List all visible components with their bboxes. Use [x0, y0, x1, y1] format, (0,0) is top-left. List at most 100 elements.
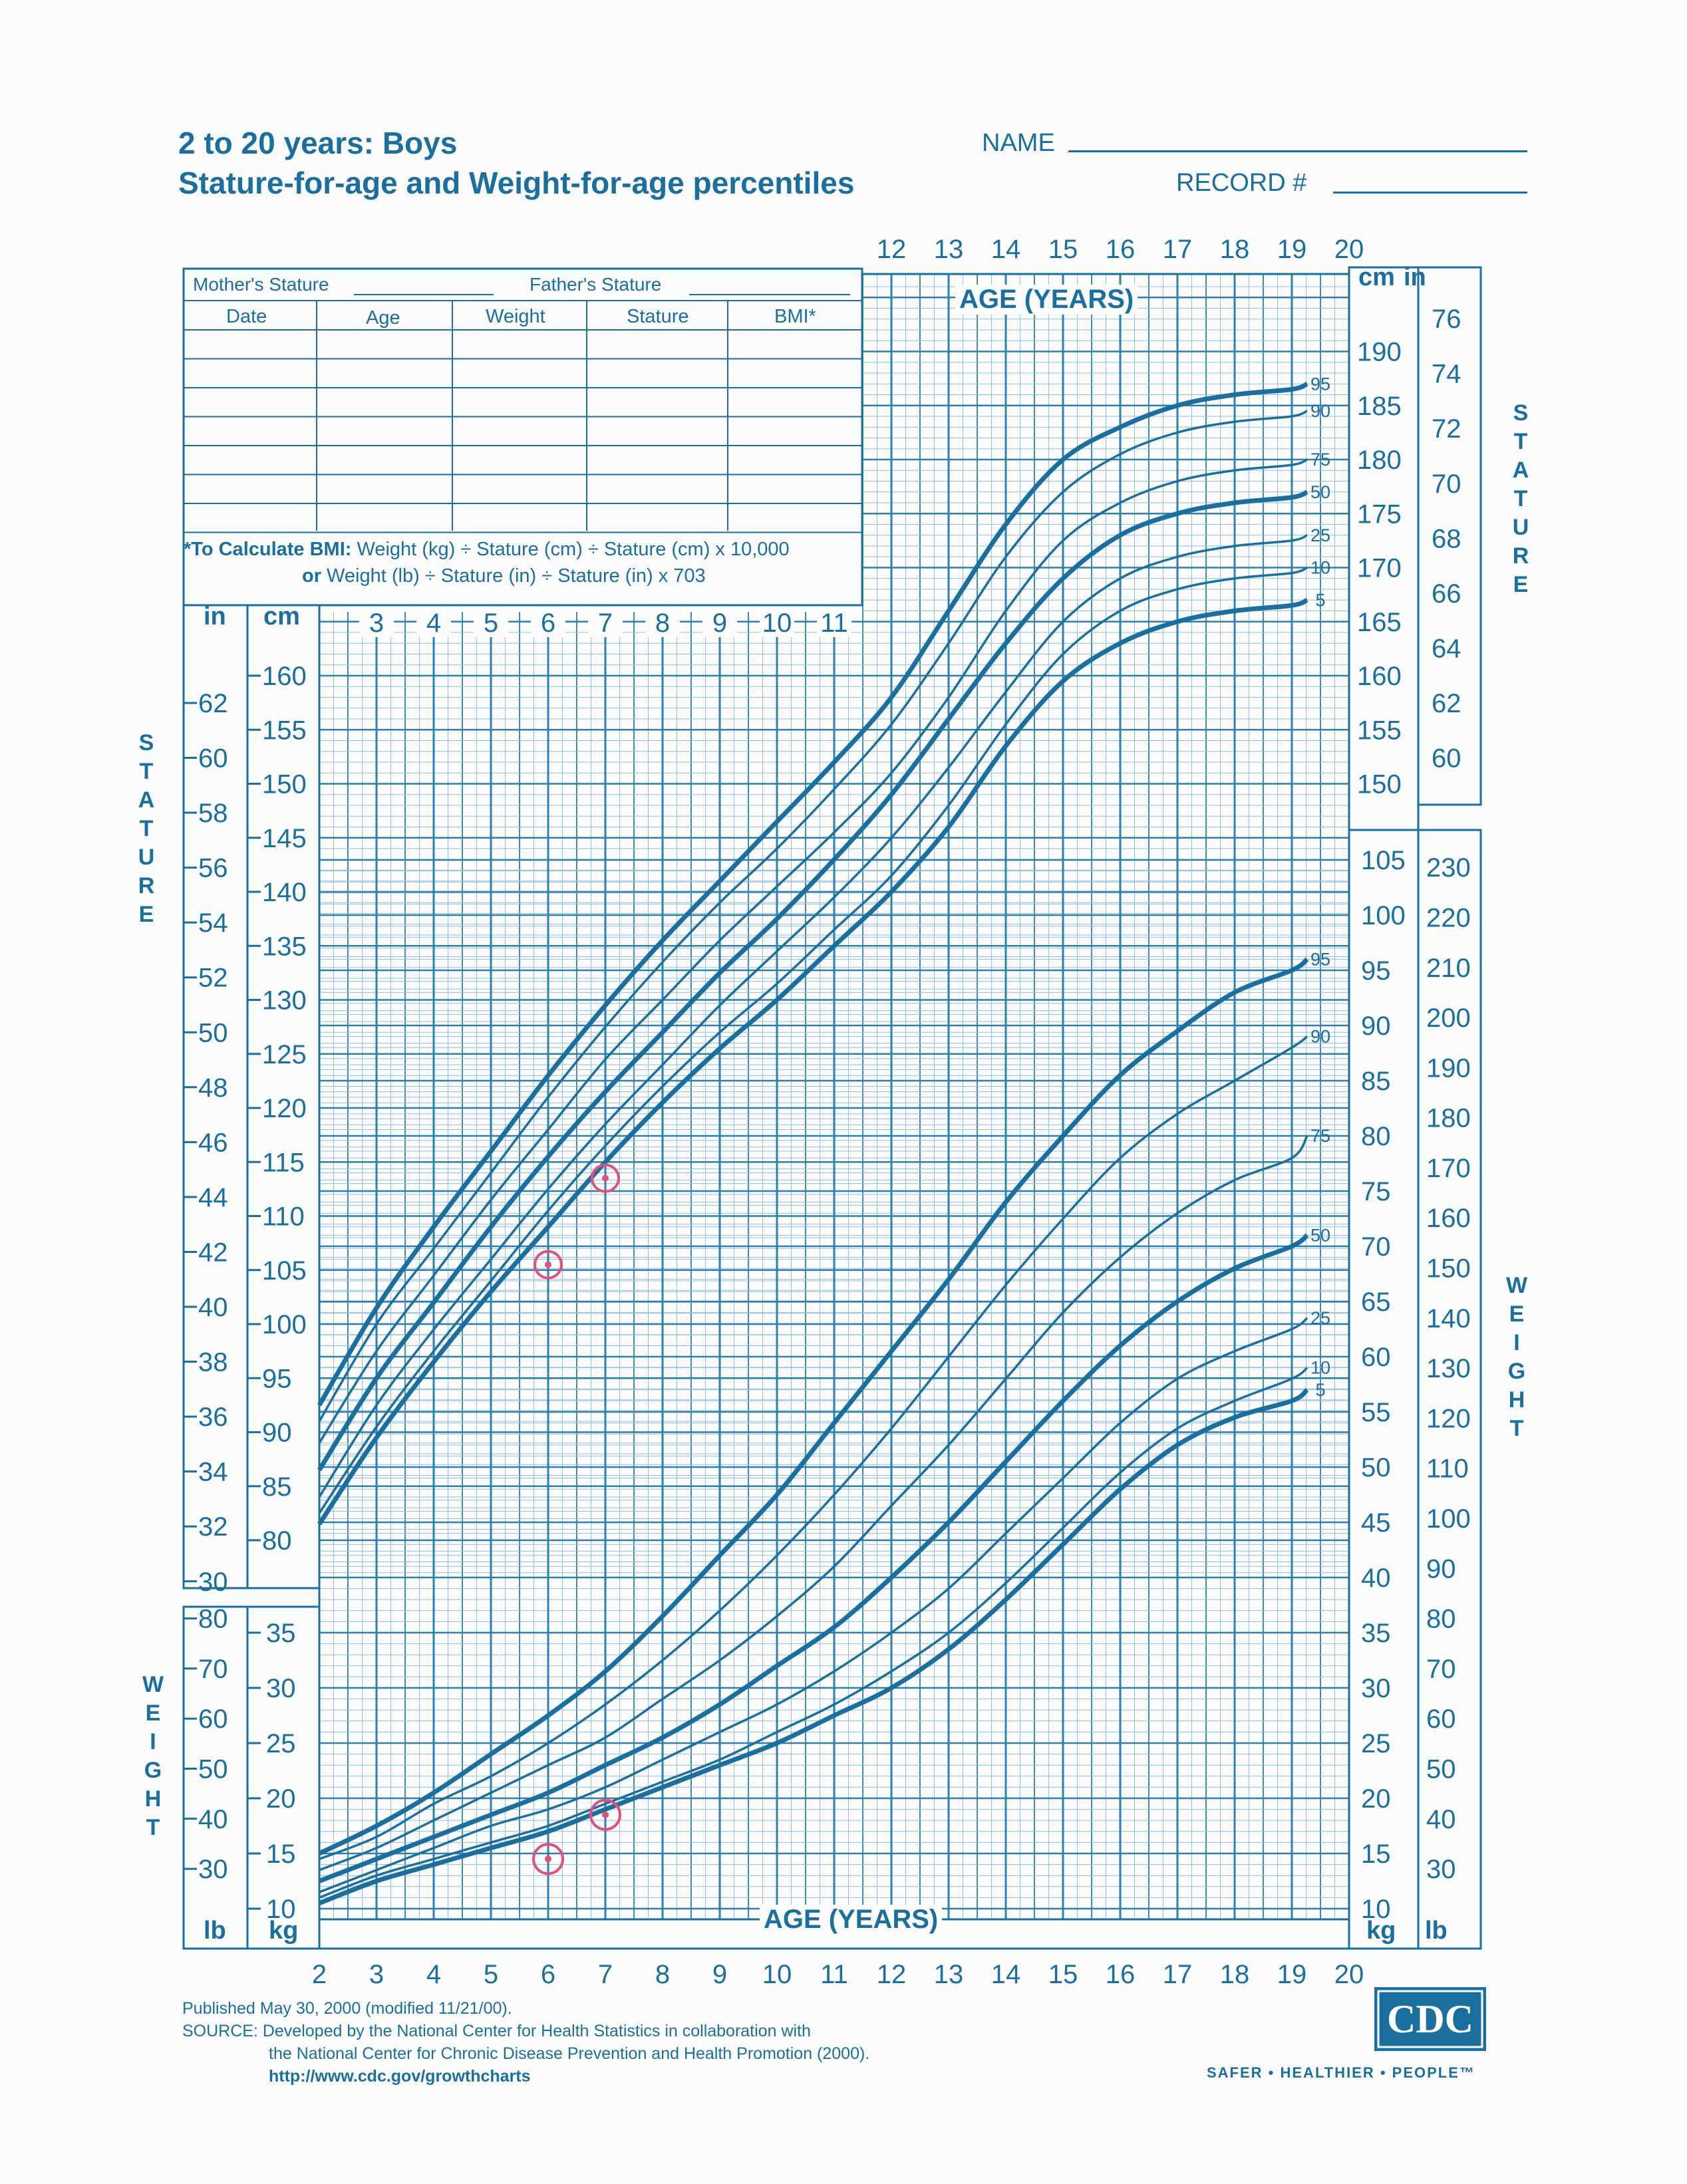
weight-lb-tick-left: 60	[198, 1705, 228, 1734]
weight-lb-tick-right: 50	[1426, 1755, 1456, 1784]
age-tick-mid: 11	[820, 609, 848, 638]
stature-in-tick-right: 70	[1432, 470, 1461, 499]
weight-lb-tick-right: 70	[1426, 1655, 1456, 1684]
source-url-link[interactable]: http://www.cdc.gov/growthcharts	[269, 2067, 531, 2086]
age-tick-mid: 3	[369, 609, 384, 638]
cdc-logo-graphic: CDC	[1374, 1987, 1486, 2051]
fathers-stature-field[interactable]	[689, 294, 850, 295]
record-field[interactable]	[1333, 192, 1527, 194]
stature-curve-p95	[317, 381, 1308, 1407]
mothers-stature-label: Mother's Stature	[193, 274, 329, 295]
left-cm-column	[246, 603, 321, 1589]
stature-curve-p90	[318, 410, 1308, 1423]
age-tick-mid: 6	[541, 609, 555, 638]
weight-curve-p75	[319, 1135, 1308, 1871]
age-tick-bottom: 10	[762, 1960, 792, 1989]
stature-in-tick-left: 54	[198, 908, 228, 938]
stature-cm-tick-right: 185	[1357, 392, 1402, 421]
mothers-stature-field[interactable]	[354, 294, 494, 295]
age-tick-top: 19	[1277, 235, 1307, 264]
weight-lb-tick-right: 60	[1426, 1705, 1456, 1734]
stature-cm-tick-left: 130	[262, 986, 307, 1016]
fathers-stature-label: Father's Stature	[530, 274, 662, 295]
weight-kg-tick-right: 70	[1361, 1232, 1391, 1262]
stature-cm-tick-right: 150	[1357, 770, 1402, 799]
weight-lb-tick-left: 80	[198, 1605, 228, 1634]
weight-lb-tick-right: 120	[1426, 1404, 1471, 1433]
weight-kg-tick-right: 50	[1361, 1453, 1391, 1482]
age-tick-top: 15	[1048, 235, 1078, 264]
name-field[interactable]	[1068, 150, 1527, 152]
weight-lb-tick-right: 220	[1426, 903, 1471, 932]
kg-unit-right: kg	[1366, 1917, 1396, 1945]
weight-label-p25: 25	[1310, 1308, 1330, 1328]
weight-lb-tick-right: 40	[1426, 1805, 1456, 1834]
stature-cm-tick-left: 120	[262, 1094, 307, 1123]
stature-cm-tick-right: 175	[1357, 499, 1402, 529]
age-tick-mid: 8	[655, 609, 670, 638]
weight-kg-tick-right: 95	[1361, 956, 1391, 986]
weight-label-p95: 95	[1310, 949, 1330, 969]
stature-in-tick-left: 46	[198, 1128, 228, 1157]
stature-measurement-dot	[545, 1261, 551, 1268]
age-tick-bottom: 17	[1163, 1960, 1193, 1989]
stature-in-tick-left: 42	[198, 1238, 228, 1267]
weight-lb-tick-right: 110	[1426, 1454, 1469, 1484]
weight-lb-tick-right: 170	[1426, 1154, 1471, 1183]
weight-curve-p50	[318, 1233, 1309, 1883]
stature-in-tick-right: 74	[1432, 360, 1461, 389]
weight-lb-tick-left: 70	[198, 1655, 228, 1684]
weight-kg-tick-right: 80	[1361, 1122, 1391, 1151]
weight-lb-tick-left: 50	[198, 1755, 228, 1784]
weight-kg-tick-right: 20	[1361, 1784, 1391, 1814]
record-form[interactable]	[182, 267, 863, 607]
weight-lb-tick-right: 160	[1426, 1204, 1471, 1233]
weight-kg-tick-right: 65	[1361, 1288, 1391, 1317]
age-tick-bottom: 14	[991, 1960, 1021, 1989]
stature-in-tick-left: 48	[198, 1073, 228, 1103]
stature-in-tick-left: 38	[198, 1348, 228, 1377]
right-kg-column	[1348, 829, 1420, 1950]
lb-unit-left: lb	[204, 1917, 226, 1945]
weight-curve-p25	[319, 1317, 1308, 1893]
stature-label-p25: 25	[1310, 525, 1330, 545]
weight-kg-tick-right: 100	[1361, 901, 1406, 930]
age-axis-title-top: AGE (YEARS)	[955, 285, 1138, 315]
age-tick-top: 12	[877, 235, 907, 264]
stature-cm-tick-left: 80	[262, 1526, 292, 1556]
weight-curve-p95	[318, 957, 1309, 1856]
age-tick-bottom: 8	[655, 1960, 670, 1989]
weight-label-p10: 10	[1310, 1358, 1330, 1378]
stature-cm-tick-left: 95	[262, 1364, 292, 1393]
weight-lb-tick-left: 30	[198, 1855, 228, 1884]
stature-curve-p50	[317, 489, 1308, 1472]
stature-in-tick-left: 50	[198, 1018, 228, 1047]
stature-measurement-point	[534, 1250, 563, 1280]
bmi-note-line2: or Weight (lb) ÷ Stature (in) ÷ Stature …	[302, 565, 706, 587]
cdc-logo-lettering: CDC	[1387, 1997, 1473, 2041]
plotted-points	[532, 1163, 621, 1875]
col-bmi: BMI*	[774, 306, 816, 327]
age-tick-mid: 5	[484, 609, 498, 638]
weight-lb-tick-right: 230	[1426, 853, 1471, 883]
age-tick-bottom: 16	[1106, 1960, 1136, 1989]
stature-cm-tick-left: 100	[262, 1310, 307, 1339]
weight-label-p90: 90	[1310, 1027, 1330, 1047]
stature-cm-tick-right: 170	[1357, 554, 1402, 583]
stature-cm-tick-left: 105	[262, 1256, 307, 1286]
age-tick-bottom: 5	[484, 1960, 498, 1989]
weight-curve-p10	[319, 1367, 1308, 1899]
stature-cm-tick-left: 135	[262, 932, 307, 961]
source-line1: SOURCE: Developed by the National Center…	[182, 2022, 811, 2040]
weight-kg-tick-left: 35	[266, 1619, 296, 1648]
stature-cm-tick-right: 190	[1357, 338, 1402, 367]
stature-cm-tick-left: 85	[262, 1472, 292, 1502]
chart-title-line2: Stature-for-age and Weight-for-age perce…	[178, 166, 855, 200]
age-tick-bottom: 19	[1277, 1960, 1307, 1989]
age-tick-bottom: 15	[1048, 1960, 1078, 1989]
stature-label-p50: 50	[1310, 482, 1330, 502]
age-tick-bottom: 4	[426, 1960, 441, 1989]
age-tick-bottom: 18	[1220, 1960, 1250, 1989]
tick-label-bg	[760, 611, 794, 637]
